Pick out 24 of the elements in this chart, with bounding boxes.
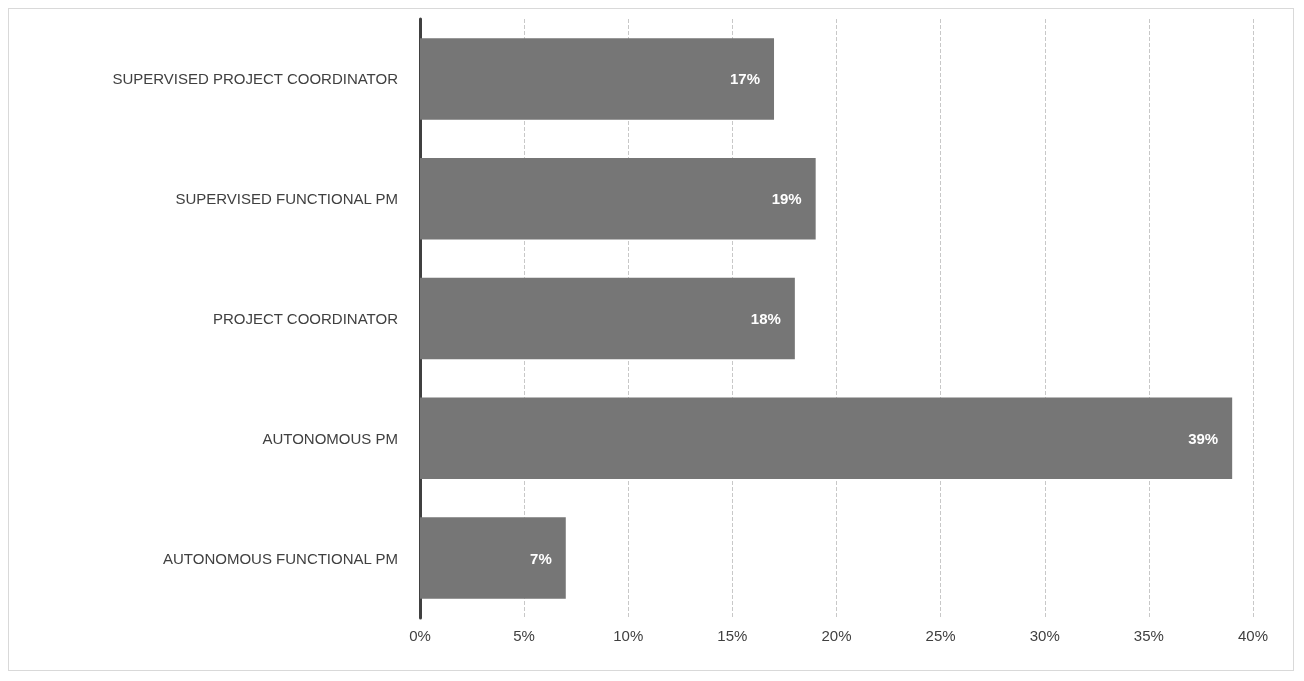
data-label: 19%: [771, 190, 802, 208]
y-tick-label: PROJECT COORDINATOR: [212, 310, 399, 327]
data-label: 18%: [750, 310, 781, 327]
x-tick-label: 40%: [1237, 627, 1269, 644]
bar: [420, 277, 795, 360]
bar: [420, 517, 566, 599]
x-tick-label: 0%: [409, 627, 431, 644]
y-tick-label: SUPERVISED FUNCTIONAL PM: [175, 190, 398, 208]
y-tick-label: AUTONOMOUS PM: [262, 429, 398, 447]
data-label: 39%: [1188, 429, 1219, 447]
x-tick-label: 35%: [1133, 627, 1164, 644]
y-tick-label: AUTONOMOUS FUNCTIONAL PM: [162, 549, 398, 567]
bar: [420, 397, 1233, 480]
data-label: 17%: [729, 70, 761, 88]
y-tick-label: SUPERVISED PROJECT COORDINATOR: [112, 70, 399, 88]
x-tick-label: 5%: [513, 627, 535, 644]
x-tick-label: 15%: [717, 627, 748, 644]
x-tick-label: 20%: [821, 627, 852, 644]
x-tick-label: 30%: [1029, 627, 1060, 644]
bar: [420, 157, 816, 240]
x-tick-label: 25%: [925, 627, 956, 644]
x-tick-label: 10%: [613, 627, 644, 644]
data-label: 7%: [530, 549, 552, 567]
bar: [420, 38, 775, 120]
